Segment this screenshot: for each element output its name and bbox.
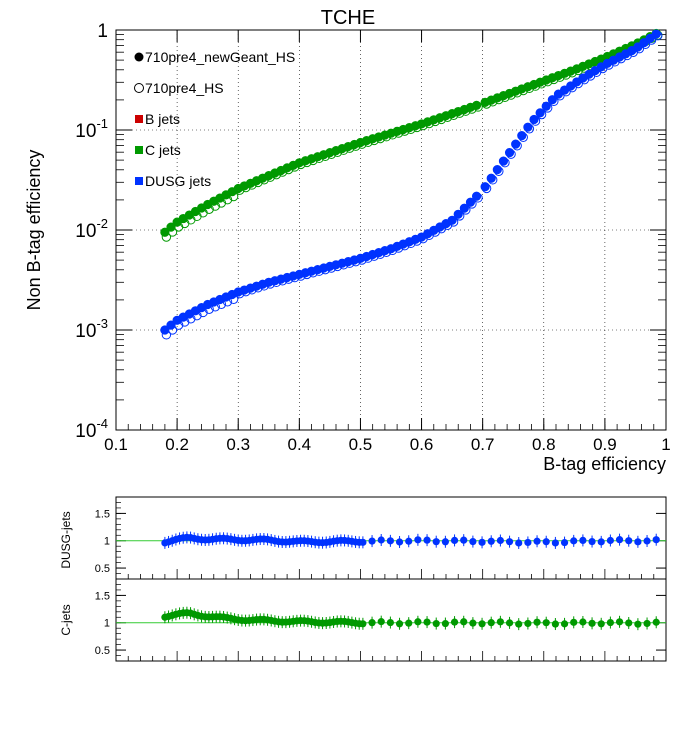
dusg-jets-point-ref: [430, 227, 440, 237]
c-jets-point-ref: [216, 198, 227, 208]
c-jets-point-ref: [222, 195, 233, 205]
ratio-y-tick-label: 0.5: [95, 645, 110, 657]
legend-label: 710pre4_newGeant_HS: [145, 49, 295, 65]
dusg-jets-point-ref: [543, 103, 553, 113]
c-jets-point-ref: [228, 191, 239, 202]
y-axis-label: Non B-tag efficiency: [24, 150, 44, 311]
dusg-jets-point-ref: [634, 43, 645, 54]
dusg-jets-point-ref: [192, 310, 202, 321]
ratio-y-tick-label: 0.5: [95, 563, 110, 575]
dusg-jets-point-ref: [481, 183, 492, 194]
dusg-jets-point-ref: [467, 199, 477, 209]
x-tick-label: 0.4: [288, 435, 312, 454]
dusg-jets-point-ref: [640, 39, 651, 50]
c-jets-point-ref: [161, 232, 172, 242]
ratio-y-tick-label: 1: [104, 536, 110, 548]
x-tick-label: 0.6: [410, 435, 434, 454]
y-tick-label: 10-2: [75, 216, 108, 242]
dusg-jets-point-ref: [616, 53, 626, 64]
ratio2-y-axis-label: C-jets: [59, 604, 73, 635]
legend-label: DUSG jets: [145, 173, 211, 189]
y-tick-label: 10-4: [75, 416, 108, 442]
ratio-frame-border: [115, 578, 667, 662]
dusg-jets-point-ref: [186, 314, 196, 324]
dusg-jets-point-ref: [198, 307, 208, 318]
dusg-jets-point-ref: [653, 30, 663, 41]
dusg-jets-point-ref: [222, 297, 233, 307]
legend-marker-open: [134, 83, 144, 93]
dusg-jets-point-ref: [604, 60, 614, 70]
dusg-jets-point-ref: [436, 223, 447, 234]
c-jets-point-ref: [210, 201, 220, 211]
x-axis-label: B-tag efficiency: [543, 454, 666, 474]
dusg-jets-point-ref: [536, 109, 547, 120]
ratio1-y-axis-label: DUSG-jets: [59, 511, 73, 568]
legend-marker-square: [135, 115, 143, 123]
legend-marker-square: [135, 177, 143, 185]
c-jets-point-ref: [167, 227, 178, 237]
x-tick-label: 0.5: [349, 435, 373, 454]
dusg-jets-point-ref: [228, 294, 239, 304]
dusg-jets-point-ref: [173, 320, 184, 330]
c-ratio-plot-area: 0.5 1 1.5: [95, 578, 667, 662]
legend-label: B jets: [145, 111, 180, 127]
dusg-jets-point-ref: [518, 132, 528, 142]
x-tick-label: 0.8: [532, 435, 556, 454]
dusg-jets-point-ref: [610, 57, 620, 67]
x-tick-label: 0.1: [104, 435, 128, 454]
x-tick-label: 0.3: [226, 435, 250, 454]
legend-label: C jets: [145, 142, 181, 158]
legend-marker-square: [135, 146, 143, 154]
ratio-y-tick-label: 1.5: [95, 508, 110, 520]
c-jets-series: [160, 28, 663, 242]
legend: 710pre4_newGeant_HS 710pre4_HS B jets C jet…: [134, 49, 295, 189]
dusg-jets-point-ref: [500, 158, 510, 168]
chart-title: TCHE: [321, 7, 375, 29]
dusg-jets-series: [160, 29, 663, 340]
dusg-jets-point-ref: [418, 233, 428, 244]
dusg-jets-point-ref: [461, 205, 471, 215]
dusg-jets-point-ref: [488, 175, 498, 185]
dusg-jets-point-ref: [494, 166, 504, 176]
dusg-jets-point-ref: [448, 217, 459, 227]
dusg-jets-point-ref: [161, 330, 172, 340]
dusg-jets-point-ref: [210, 302, 220, 312]
dusg-jets-point-ref: [455, 211, 465, 221]
dusg-jets-point-ref: [530, 116, 541, 126]
legend-label: 710pre4_HS: [145, 80, 224, 96]
dusg-ratio-plot-area: 0.5 1 1.5: [95, 496, 667, 580]
dusg-jets-point-ref: [512, 141, 522, 151]
dusg-jets-point-ref: [216, 299, 227, 309]
ratio-y-tick-label: 1: [104, 618, 110, 630]
main-plot-area: 0.1 0.2 0.3 0.4 0.5 0.6 0.7 0.8 0.9 1 10-4 10-3 10-2…: [75, 21, 670, 454]
legend-marker-filled: [134, 52, 144, 62]
dusg-jets-point-ref: [424, 230, 434, 241]
dusg-jets-point-ref: [622, 50, 632, 61]
dusg-jets-point-ref: [442, 220, 453, 230]
dusg-jets-point-ref: [506, 149, 516, 159]
y-tick-label: 1: [97, 21, 108, 42]
dusg-jets-point-ref: [549, 96, 559, 107]
dusg-jets-point-ref: [473, 193, 483, 203]
dusg-jets-point-ref: [646, 35, 657, 45]
x-tick-label: 0.2: [165, 435, 189, 454]
y-tick-label: 10-1: [75, 116, 108, 142]
x-tick-label: 0.9: [593, 435, 617, 454]
x-tick-label: 1: [661, 435, 670, 454]
c-jets-point-ref: [473, 102, 483, 112]
x-tick-label: 0.7: [471, 435, 495, 454]
dusg-jets-point-ref: [524, 124, 535, 134]
dusg-jets-point-ref: [204, 304, 214, 314]
ratio-y-tick-label: 1.5: [95, 590, 110, 602]
dusg-jets-point-ref: [180, 317, 190, 327]
y-tick-label: 10-3: [75, 316, 108, 342]
c-jets-point-ref: [204, 204, 214, 214]
dusg-jets-point-ref: [167, 325, 178, 335]
